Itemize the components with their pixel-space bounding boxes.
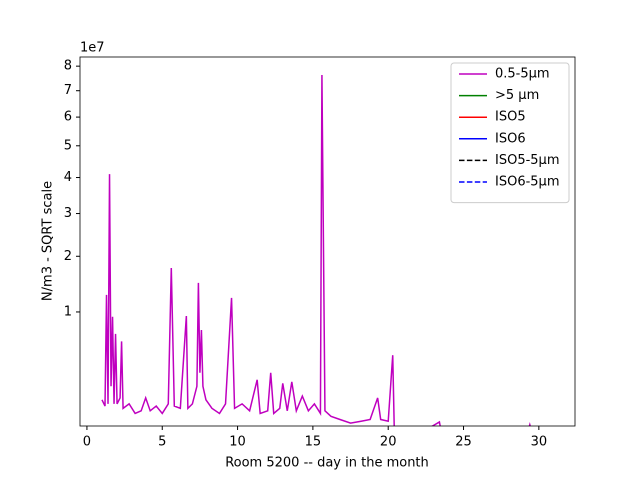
y-tick-label: 6 (64, 110, 72, 125)
x-tick-label: 5 (158, 435, 166, 450)
legend-label: ISO6-5µm (495, 175, 560, 190)
y-offset-label: 1e7 (80, 41, 105, 56)
legend-label: >5 µm (495, 88, 539, 103)
plot-area (101, 75, 531, 426)
x-tick-label: 10 (229, 435, 246, 450)
x-tick-label: 20 (380, 435, 397, 450)
x-axis-label: Room 5200 -- day in the month (225, 456, 429, 471)
x-tick-label: 25 (455, 435, 472, 450)
y-tick-label: 4 (64, 170, 72, 185)
x-tick-label: 30 (531, 435, 548, 450)
axes-frame (79, 56, 576, 427)
y-tick-label: 3 (64, 206, 72, 221)
legend-label: ISO6 (495, 131, 526, 146)
y-axis-label: N/m3 - SQRT scale (41, 181, 56, 301)
y-tick-label: 2 (64, 249, 72, 264)
y-tick-label: 5 (64, 138, 72, 153)
data-line (101, 75, 531, 426)
legend-label: 0.5-5µm (495, 67, 550, 82)
legend-box (450, 62, 570, 204)
x-tick-label: 0 (83, 435, 91, 450)
legend-label: ISO5 (495, 110, 526, 125)
y-tick-label: 8 (64, 59, 72, 74)
y-tick-label: 1 (64, 304, 72, 319)
y-tick-label: 7 (64, 83, 72, 98)
x-tick-label: 15 (305, 435, 322, 450)
legend-label: ISO5-5µm (495, 153, 560, 168)
